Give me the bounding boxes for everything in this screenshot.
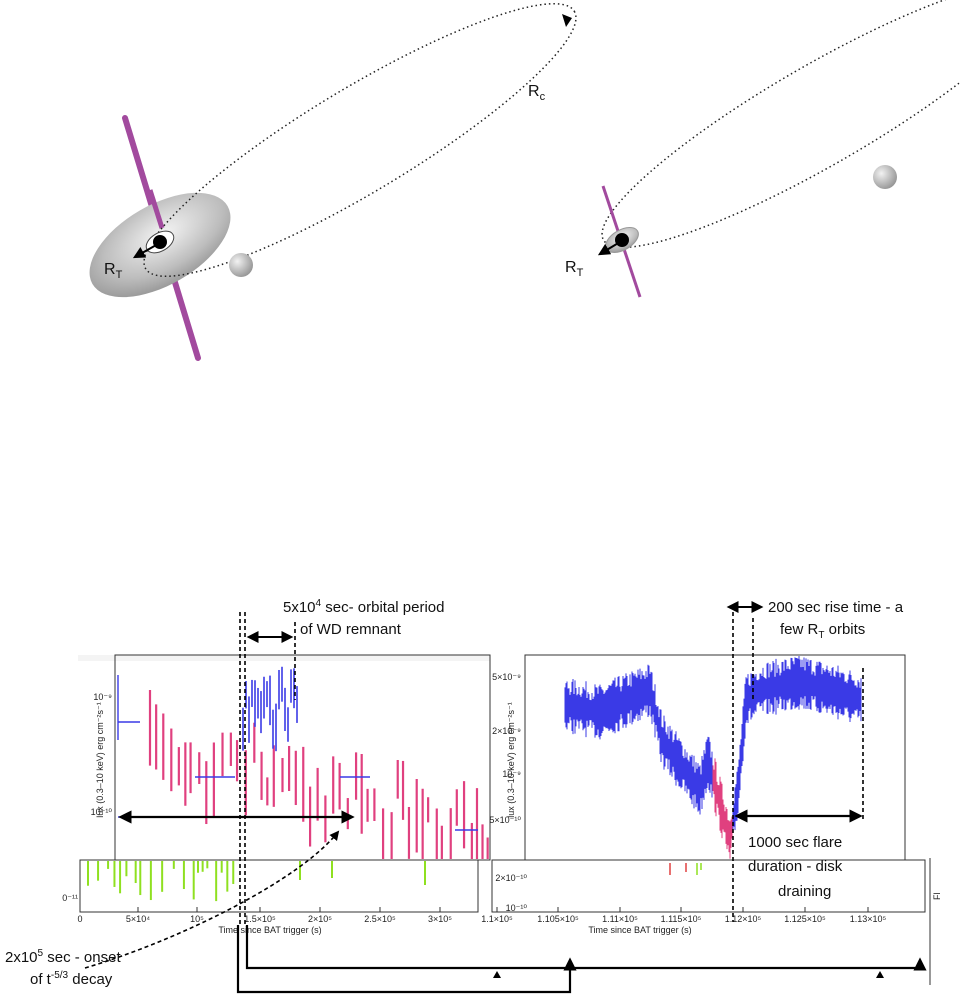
annotation: 5x104 sec- orbital period (283, 598, 445, 616)
x-tick-label: 1.11×10⁵ (602, 914, 638, 924)
annotation: 200 sec rise time - a (768, 599, 904, 616)
right-lower-frame (491, 859, 926, 913)
x-tick-label: 1.13×10⁵ (850, 914, 887, 924)
annotation: 2x105 sec - onset (5, 948, 121, 966)
left-lower-frame (79, 859, 479, 913)
y-tick-label: 5×10⁻⁹ (492, 672, 521, 682)
annotation: of WD remnant (300, 621, 402, 638)
y-axis-title: lux (0.3–10 keV) erg cm⁻²s⁻¹ (506, 702, 516, 818)
y-tick-label: 5×10⁻¹⁰ (489, 815, 521, 825)
orbit (601, 0, 961, 249)
triangle (876, 971, 884, 978)
orbit (143, 2, 577, 278)
annotation: few RT orbits (780, 621, 865, 641)
y-tick-label: 2×10⁻¹⁰ (495, 873, 527, 883)
y-tick-label: 10⁻⁹ (93, 692, 112, 702)
label-rt: RT (104, 261, 123, 281)
x-tick-label: 1.1×10⁵ (481, 914, 513, 924)
x-tick-label: 1.125×10⁵ (784, 914, 826, 924)
right-curve (564, 656, 862, 859)
x-tick-label: 1.115×10⁵ (661, 914, 702, 924)
annotation-lines (84, 601, 927, 994)
y-tick-label: 10⁻⁹ (502, 769, 521, 779)
black-hole (153, 235, 167, 249)
radius-arrow (132, 243, 159, 259)
x-axis-title: Time since BAT trigger (s) (218, 925, 321, 935)
x-tick-label: 5×10⁴ (126, 914, 150, 924)
x-tick-label: 3×10⁵ (428, 914, 452, 924)
y-tick-label: 10⁻¹⁰ (91, 807, 113, 817)
y-tick-label: 10⁻¹⁰ (506, 903, 528, 913)
x-tick-label: 1.5×10⁵ (244, 914, 276, 924)
annotation: of t-5/3 decay (30, 970, 113, 988)
label-rc: Rc (528, 83, 546, 103)
x-tick-label: 10⁵ (190, 914, 204, 924)
y-tick-label: 2×10⁻⁹ (492, 726, 521, 736)
y-tick-label: 0⁻¹¹ (62, 893, 78, 903)
jet (147, 189, 165, 229)
white-dwarf (873, 165, 897, 189)
x-tick-label: 2×10⁵ (308, 914, 332, 924)
annotation: 1000 sec flare (748, 834, 842, 851)
white-dwarf (229, 253, 253, 277)
arrowhead (562, 14, 572, 27)
axes: 0 5×10⁴ 10⁵ 1.5×10⁵ 2×10⁵ 2.5×10⁵ 3×10⁵ 10⁻⁹ 10⁻… (62, 672, 887, 978)
x-axis-title: Time since BAT trigger (s) (588, 925, 691, 935)
x-tick-label: 0 (77, 914, 82, 924)
plot-frames (78, 654, 931, 985)
left-curve (117, 666, 489, 859)
left-lower-curve (87, 861, 426, 902)
scene-right: RT (565, 0, 961, 298)
x-tick-label: 1.12×10⁵ (725, 914, 762, 924)
x-tick-label: 2.5×10⁵ (364, 914, 396, 924)
triangle (493, 971, 501, 978)
x-tick-label: 1.105×10⁵ (537, 914, 579, 924)
light-curves (87, 656, 862, 902)
radius-arrow (597, 241, 621, 256)
y-axis-title: lux (0.3–10 keV) erg cm⁻²s⁻¹ (95, 702, 105, 818)
annotation: duration - disk (748, 858, 843, 875)
label-rt: RT (565, 259, 584, 279)
annotation: draining (778, 883, 831, 900)
scene-left: Rc RT (89, 2, 577, 361)
edge-label: Fl (932, 893, 942, 901)
